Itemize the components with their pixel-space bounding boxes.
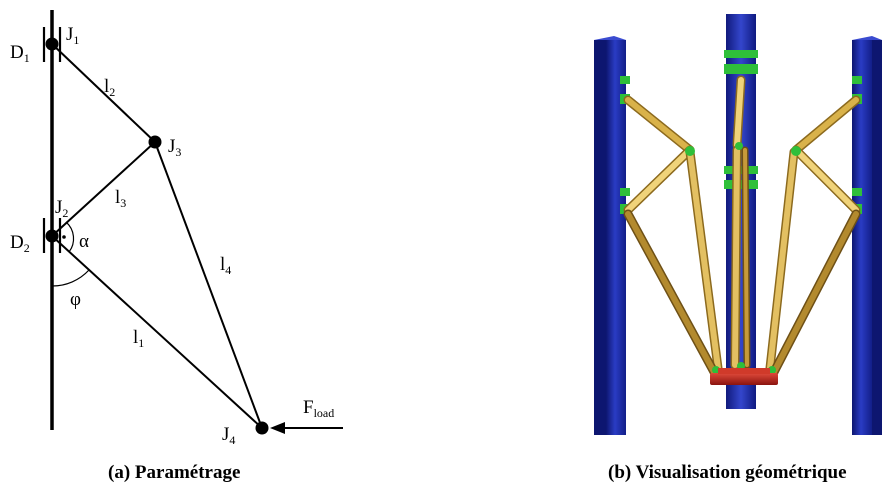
link-l1 <box>51 235 263 429</box>
angle-alpha-dot <box>62 235 66 239</box>
label-alpha: α <box>79 231 89 252</box>
label-j4: J4 <box>222 424 235 447</box>
rods-right-leg <box>765 95 861 377</box>
geometric-render: (b) Visualisation géométrique <box>594 14 882 483</box>
label-j3: J3 <box>168 136 181 159</box>
angle-phi-arc <box>51 269 90 287</box>
force-arrow-head <box>270 422 285 434</box>
guide-bracket-d1 <box>42 27 62 62</box>
link-l2 <box>51 43 156 143</box>
left-column <box>594 36 626 435</box>
label-force: Fload <box>303 397 334 420</box>
joint-j3 <box>148 135 162 149</box>
kinematic-diagram: D1 D2 J1 J2 J3 J4 l2 l3 l4 l1 α φ Fload … <box>10 10 343 483</box>
link-l4 <box>154 141 263 429</box>
label-d2: D2 <box>10 232 30 255</box>
angle-alpha-arc <box>65 221 75 253</box>
rods-middle-leg <box>730 75 751 370</box>
joint-j4 <box>255 421 269 435</box>
label-l1: l1 <box>133 327 144 350</box>
joint-j2 <box>45 229 59 243</box>
caption-a: (a) Paramétrage <box>108 462 240 483</box>
caption-b: (b) Visualisation géométrique <box>608 462 847 483</box>
joint-j1 <box>45 37 59 51</box>
label-j2: J2 <box>55 197 68 220</box>
label-phi: φ <box>70 289 81 310</box>
end-effector-platform <box>710 368 778 385</box>
link-l3 <box>51 141 156 237</box>
label-l4: l4 <box>220 254 231 277</box>
label-l3: l3 <box>115 187 126 210</box>
right-column <box>852 36 882 435</box>
label-l2: l2 <box>104 76 115 99</box>
guide-bracket-d2 <box>42 218 62 253</box>
label-d1: D1 <box>10 42 30 65</box>
rods-left-leg <box>623 95 723 377</box>
label-j1: J1 <box>66 24 79 47</box>
